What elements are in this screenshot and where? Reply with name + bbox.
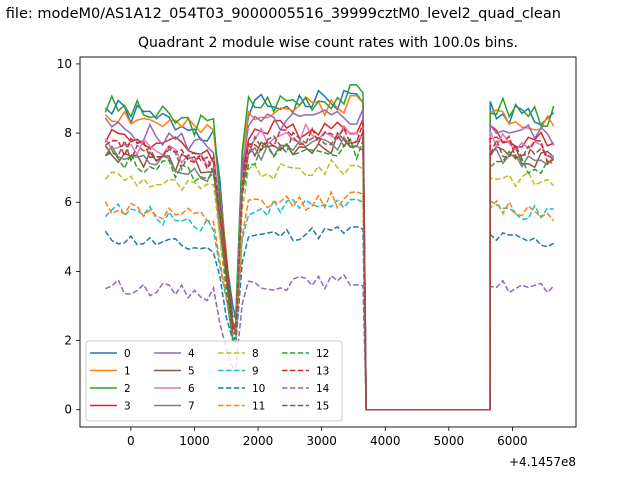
legend-label-8: 8 (252, 348, 259, 360)
y-tick-label: 4 (64, 264, 72, 278)
x-axis: 0 1000 2000 3000 4000 5000 6000 (127, 427, 528, 448)
x-tick-label: 5000 (434, 434, 465, 448)
legend-label-4: 4 (188, 348, 195, 360)
x-tick-label: 3000 (306, 434, 337, 448)
legend-label-3: 3 (124, 401, 131, 413)
legend-frame (85, 340, 343, 422)
legend-label-7: 7 (188, 401, 195, 413)
legend-label-12: 12 (316, 348, 329, 360)
x-tick-label: 0 (127, 434, 135, 448)
legend-label-10: 10 (252, 383, 265, 395)
x-tick-label: 2000 (243, 434, 274, 448)
y-axis: 0 2 4 6 8 10 (57, 57, 80, 417)
series-line-15 (105, 131, 555, 411)
y-tick-label: 2 (64, 334, 72, 348)
y-tick-label: 10 (57, 57, 72, 71)
legend-label-11: 11 (252, 401, 265, 413)
y-tick-label: 6 (64, 195, 72, 209)
x-tick-label: 4000 (370, 434, 401, 448)
chart-title: Quadrant 2 module wise count rates with … (138, 35, 518, 51)
series-layer (104, 84, 555, 411)
legend-label-0: 0 (124, 348, 131, 360)
figure-suptitle: n file: modeM0/AS1A12_054T03_9000005516_… (0, 6, 561, 22)
legend-label-6: 6 (188, 383, 195, 395)
legend-label-9: 9 (252, 366, 259, 378)
y-tick-label: 8 (64, 126, 72, 140)
x-tick-label: 6000 (497, 434, 528, 448)
legend-label-15: 15 (316, 401, 329, 413)
legend-label-13: 13 (316, 366, 329, 378)
legend-label-2: 2 (124, 383, 131, 395)
legend-label-14: 14 (316, 383, 330, 395)
legend-label-5: 5 (188, 366, 195, 378)
legend-label-1: 1 (124, 366, 131, 378)
plot-frame (79, 56, 577, 428)
y-tick-label: 0 (64, 403, 72, 417)
x-offset-label: +4.1457e8 (509, 455, 576, 469)
x-tick-label: 1000 (179, 434, 210, 448)
